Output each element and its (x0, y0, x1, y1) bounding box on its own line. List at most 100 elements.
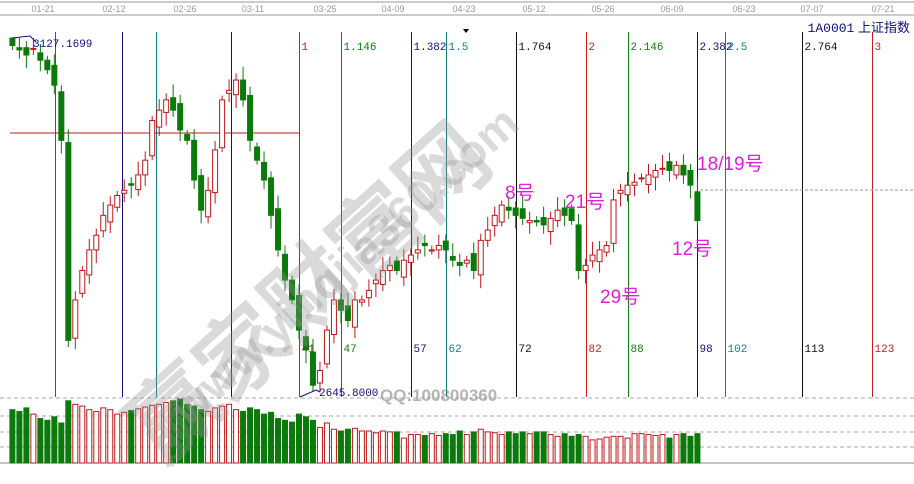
volume-bar (156, 403, 163, 464)
volume-bar (484, 431, 491, 464)
fib-count-label: 57 (414, 344, 427, 356)
candle-body (694, 191, 701, 222)
candle-body (645, 174, 652, 185)
candle-body (372, 279, 379, 285)
volume-bar (393, 431, 400, 464)
volume-bar (610, 435, 617, 464)
volume-bar (694, 433, 701, 464)
candle-body (58, 91, 65, 141)
date-tick-label: 06-23 (732, 4, 755, 14)
volume-bar (254, 409, 261, 464)
volume-bar (261, 413, 268, 464)
high-price-label: 3127.1699 (33, 39, 92, 51)
volume-bar (302, 416, 309, 464)
candle-body (337, 299, 344, 311)
volume-bar (603, 436, 610, 464)
candle-body (379, 270, 386, 285)
volume-bar (400, 437, 407, 464)
fib-count-label: 88 (631, 344, 644, 356)
volume-bar (631, 433, 638, 464)
candle-body (149, 119, 156, 157)
candle-body (289, 279, 295, 301)
candle-body (638, 177, 645, 180)
volume-bar (240, 410, 247, 464)
volume-bar (666, 437, 673, 464)
candle-body (603, 245, 610, 253)
volume-bar (421, 434, 428, 464)
candle-body (407, 254, 414, 263)
volume-bar (128, 410, 135, 464)
candle-body (261, 161, 268, 181)
volume-bar (121, 411, 128, 464)
candle-body (526, 220, 533, 224)
volume-bar (107, 409, 114, 464)
volume-bar (219, 405, 226, 464)
date-tick-label: 01-21 (31, 4, 54, 14)
candle-body (93, 234, 100, 251)
volume-bar (533, 431, 540, 464)
candle-body (554, 209, 561, 222)
annotation-29: 29号 (600, 287, 641, 308)
candle-body (302, 336, 309, 351)
volume-bar (226, 403, 233, 464)
volume-bar (163, 402, 170, 464)
candle-body (673, 164, 680, 176)
candle-body (610, 199, 617, 244)
volume-bar (561, 433, 568, 464)
volume-bar (149, 404, 156, 464)
volume-bar (645, 434, 652, 464)
low-pointer (299, 389, 321, 398)
volume-bar (547, 434, 554, 464)
candle-body (652, 169, 659, 178)
stock-name: 上证指数 (857, 20, 910, 35)
volume-bar (212, 407, 219, 464)
volume-bar (687, 435, 694, 464)
volume-bar (170, 400, 177, 464)
stock-code: 1A0001 (807, 21, 855, 36)
candle-body (254, 146, 261, 161)
candle-body (547, 217, 554, 233)
volume-bar (652, 434, 659, 464)
fib-ratio-label: 2.382 (700, 42, 733, 54)
fib-count-label: 113 (805, 344, 825, 356)
candle-body (135, 174, 142, 191)
volume-bar (477, 428, 484, 464)
candle-body (519, 208, 526, 219)
fib-count-label: 47 (344, 344, 357, 356)
candle-body (449, 256, 456, 261)
candle-body (30, 47, 37, 50)
volume-bar (177, 398, 184, 464)
candle-body (498, 204, 505, 223)
candle-body (121, 189, 128, 194)
date-tick-label: 02-12 (102, 4, 125, 14)
candle-body (323, 329, 330, 365)
volume-bar (72, 403, 79, 464)
volume-bar (23, 407, 30, 464)
volume-bar (37, 418, 44, 464)
fib-ratio-label: 2.764 (805, 42, 838, 54)
candle-body (575, 224, 582, 272)
volume-bar (44, 419, 51, 464)
candle-body (687, 169, 694, 186)
candle-body (191, 139, 198, 181)
volume-bar (114, 413, 121, 464)
volume-bar (30, 413, 37, 464)
annotation-12: 12号 (672, 239, 713, 260)
fib-ratio-label: 2.146 (631, 42, 664, 54)
volume-bar (638, 433, 645, 464)
date-tick-label: 03-25 (313, 4, 336, 14)
annotation-8: 8号 (505, 183, 535, 204)
volume-bar (9, 409, 16, 464)
candle-body (100, 214, 107, 232)
candle-body (400, 259, 407, 278)
candle-body (631, 181, 638, 186)
candle-body (351, 299, 358, 328)
volume-bar (16, 410, 23, 464)
candle-body (128, 183, 135, 186)
candle-body (316, 370, 323, 384)
candle-body (477, 239, 484, 276)
fib-count-label: 82 (589, 344, 602, 356)
volume-bar (191, 405, 198, 464)
volume-bar (379, 430, 386, 464)
fib-ratio-label: 1.382 (414, 42, 447, 54)
